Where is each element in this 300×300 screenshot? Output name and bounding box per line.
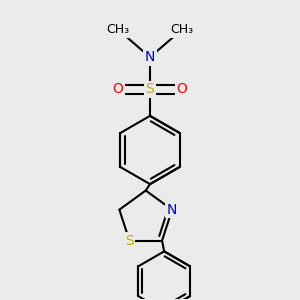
Text: O: O [177, 82, 188, 96]
Text: CH₃: CH₃ [106, 23, 130, 36]
Text: O: O [112, 82, 123, 96]
Text: S: S [146, 82, 154, 96]
Text: S: S [125, 234, 134, 248]
Text: CH₃: CH₃ [170, 23, 194, 36]
Text: N: N [167, 203, 177, 217]
Text: N: N [145, 50, 155, 64]
